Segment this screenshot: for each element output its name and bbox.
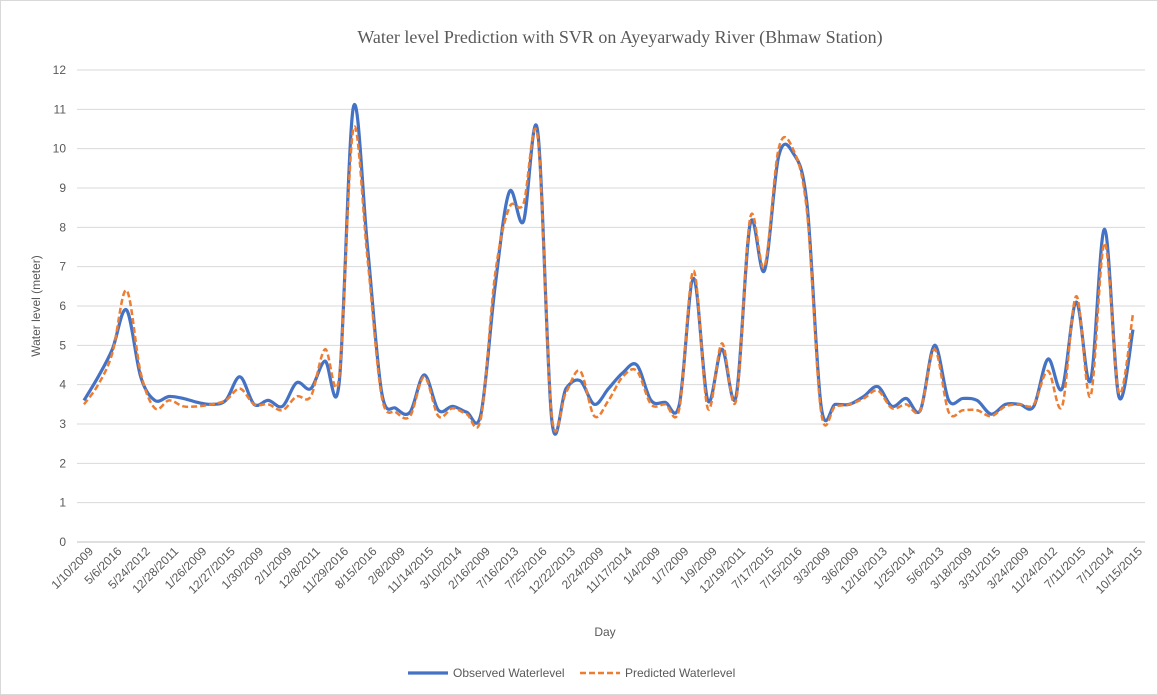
series-line: [82, 102, 1135, 436]
y-tick-label: 7: [59, 260, 66, 274]
y-tick-label: 9: [59, 181, 66, 195]
y-tick-label: 5: [59, 338, 66, 352]
y-tick-label: 0: [59, 535, 66, 549]
legend-label: Predicted Waterlevel: [625, 666, 735, 680]
legend-label: Observed Waterlevel: [453, 666, 565, 680]
y-tick-label: 2: [59, 456, 66, 470]
series-line: [82, 125, 1135, 433]
y-tick-label: 6: [59, 299, 66, 313]
y-tick-label: 11: [54, 102, 67, 116]
y-tick-label: 1: [59, 496, 66, 510]
y-tick-label: 12: [53, 63, 67, 77]
y-tick-label: 4: [59, 378, 66, 392]
chart-title: Water level Prediction with SVR on Ayeya…: [357, 27, 882, 48]
y-tick-label: 8: [59, 220, 66, 234]
x-axis-label: Day: [594, 625, 615, 639]
y-axis-label: Water level (meter): [29, 255, 43, 357]
y-tick-label: 3: [59, 417, 66, 431]
y-tick-label: 10: [53, 142, 67, 156]
